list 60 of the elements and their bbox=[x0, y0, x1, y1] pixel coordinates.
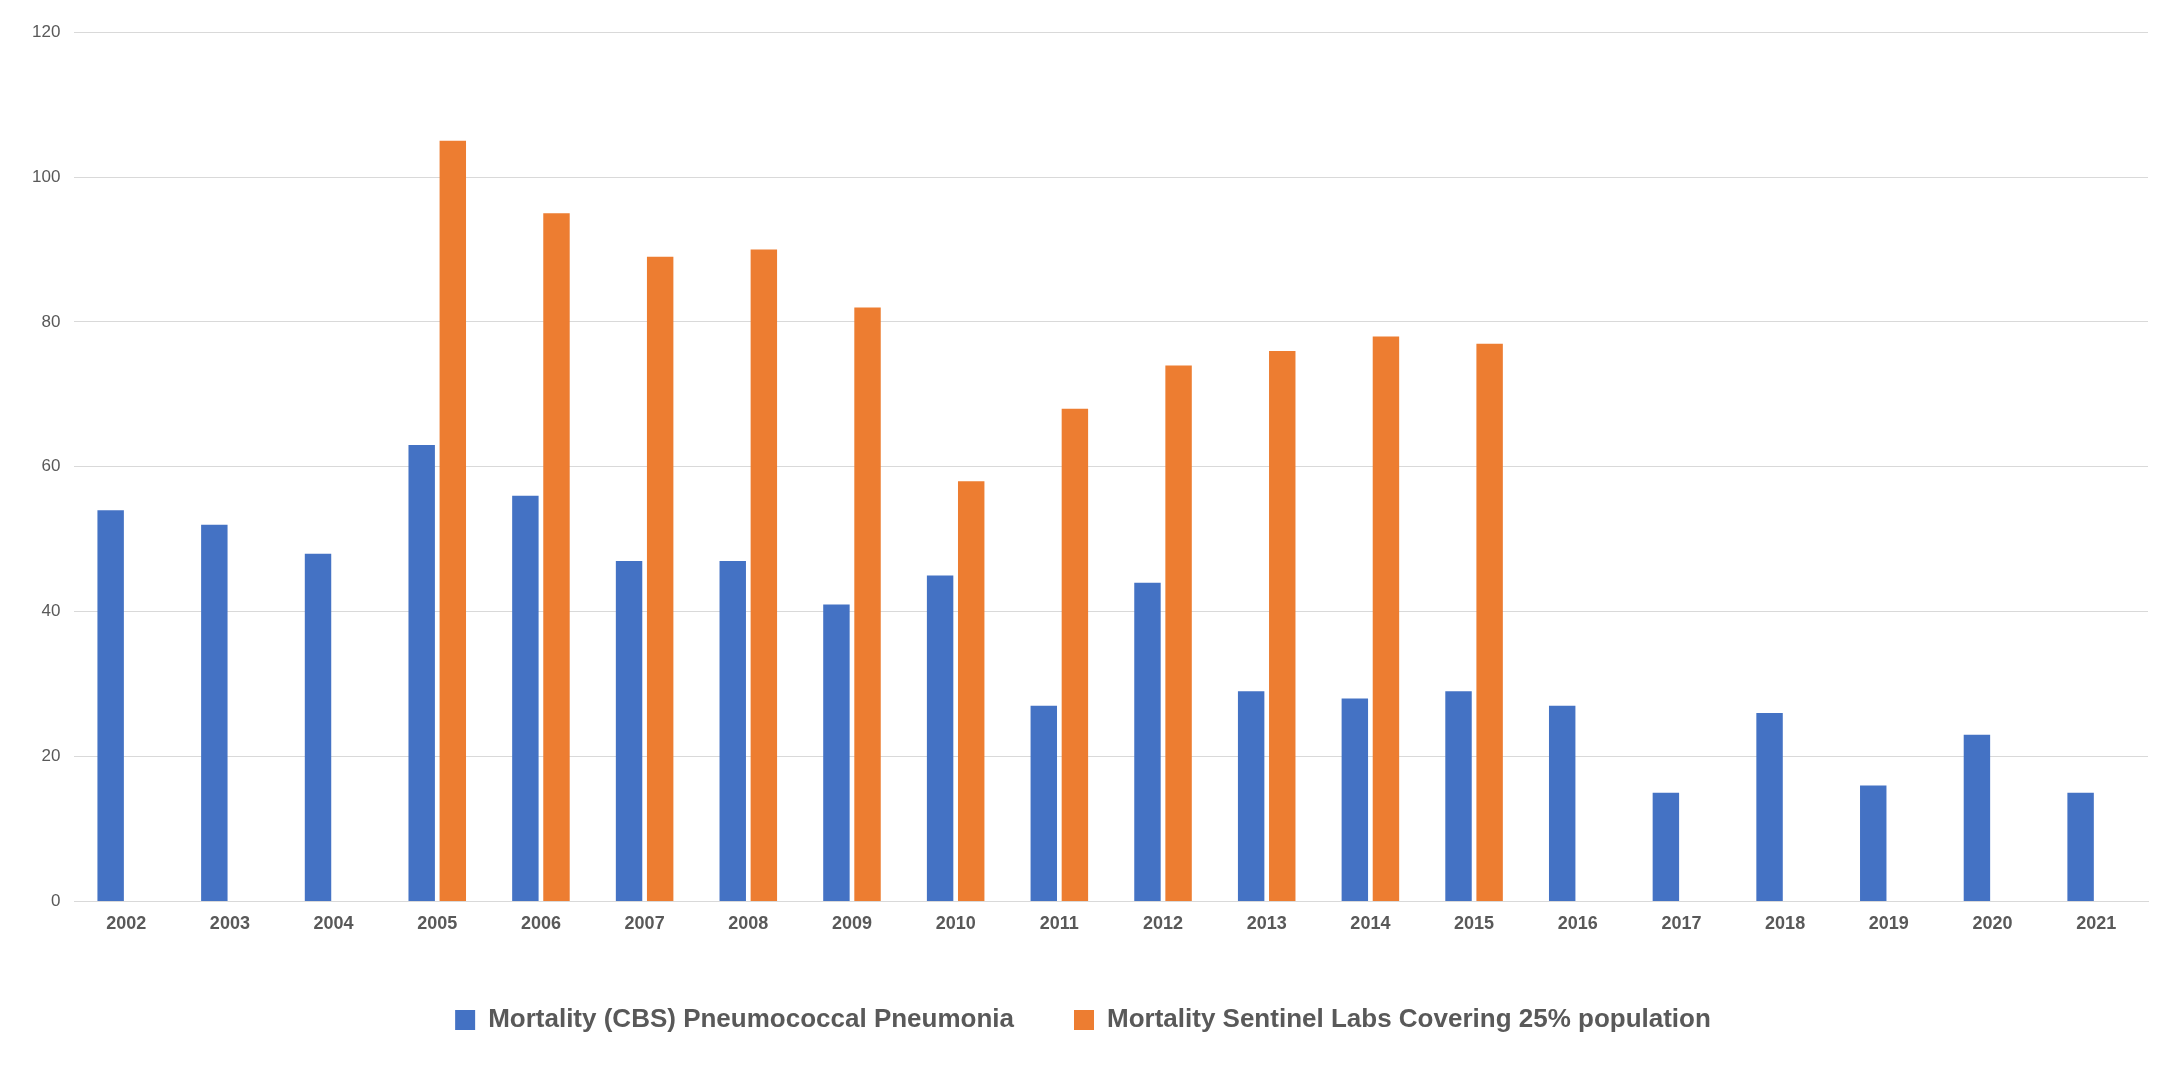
bar bbox=[1963, 734, 1991, 901]
x-tick-label: 2007 bbox=[624, 913, 665, 934]
bar bbox=[1165, 365, 1192, 901]
bar bbox=[304, 553, 332, 901]
x-tick-label: 2011 bbox=[1039, 913, 1079, 934]
x-tick-label: 2017 bbox=[1661, 913, 1702, 934]
bar bbox=[1341, 698, 1369, 901]
y-tick-label: 40 bbox=[41, 601, 61, 621]
bar bbox=[408, 445, 435, 901]
y-tick-label: 0 bbox=[50, 891, 61, 911]
x-tick-label: 2016 bbox=[1557, 913, 1598, 934]
bar bbox=[719, 560, 746, 901]
x-tick-label: 2004 bbox=[313, 913, 354, 934]
bar bbox=[543, 213, 570, 901]
x-tick-label: 2005 bbox=[417, 913, 458, 934]
bar bbox=[1860, 785, 1887, 901]
bar bbox=[201, 524, 228, 901]
x-tick-label: 2006 bbox=[520, 913, 561, 934]
bar bbox=[926, 575, 954, 901]
bar bbox=[615, 560, 643, 901]
y-tick-label: 80 bbox=[41, 311, 61, 331]
bar bbox=[854, 307, 881, 901]
bar bbox=[1269, 350, 1296, 901]
x-tick-label: 2020 bbox=[1972, 913, 2013, 934]
bar bbox=[1030, 705, 1058, 901]
y-tick-label: 100 bbox=[31, 166, 61, 186]
x-tick-label: 2003 bbox=[209, 913, 250, 934]
bar bbox=[1548, 705, 1576, 901]
legend-label: Mortality Sentinel Labs Covering 25% population bbox=[1107, 1003, 1711, 1034]
bar bbox=[823, 604, 850, 901]
x-tick-label: 2018 bbox=[1765, 913, 1806, 934]
bar bbox=[1372, 336, 1400, 901]
bar bbox=[2067, 792, 2094, 901]
y-tick-label: 120 bbox=[31, 21, 61, 41]
bar bbox=[957, 481, 985, 901]
bar bbox=[646, 256, 674, 901]
x-tick-label: 2010 bbox=[935, 913, 976, 934]
bar bbox=[512, 495, 539, 901]
bar bbox=[1652, 792, 1680, 901]
x-tick-label: 2002 bbox=[106, 913, 147, 934]
y-tick-label: 60 bbox=[41, 456, 61, 476]
bar bbox=[1476, 343, 1503, 901]
bar bbox=[1061, 408, 1089, 901]
bar bbox=[750, 249, 778, 901]
x-tick-label: 2009 bbox=[831, 913, 872, 934]
x-tick-label: 2013 bbox=[1246, 913, 1287, 934]
bar bbox=[439, 140, 467, 901]
bar bbox=[1237, 691, 1265, 901]
x-tick-label: 2008 bbox=[728, 913, 769, 934]
x-tick-label: 2021 bbox=[2076, 913, 2117, 934]
bar bbox=[97, 510, 124, 901]
y-tick-label: 20 bbox=[41, 746, 61, 766]
bar bbox=[1134, 582, 1161, 901]
bar bbox=[1445, 691, 1472, 901]
x-tick-label: 2012 bbox=[1143, 913, 1184, 934]
x-tick-label: 2019 bbox=[1868, 913, 1909, 934]
x-tick-label: 2015 bbox=[1454, 913, 1495, 934]
x-tick-label: 2014 bbox=[1350, 913, 1391, 934]
legend-label: Mortality (CBS) Pneumococcal Pneumonia bbox=[488, 1003, 1015, 1034]
bar bbox=[1756, 713, 1783, 901]
